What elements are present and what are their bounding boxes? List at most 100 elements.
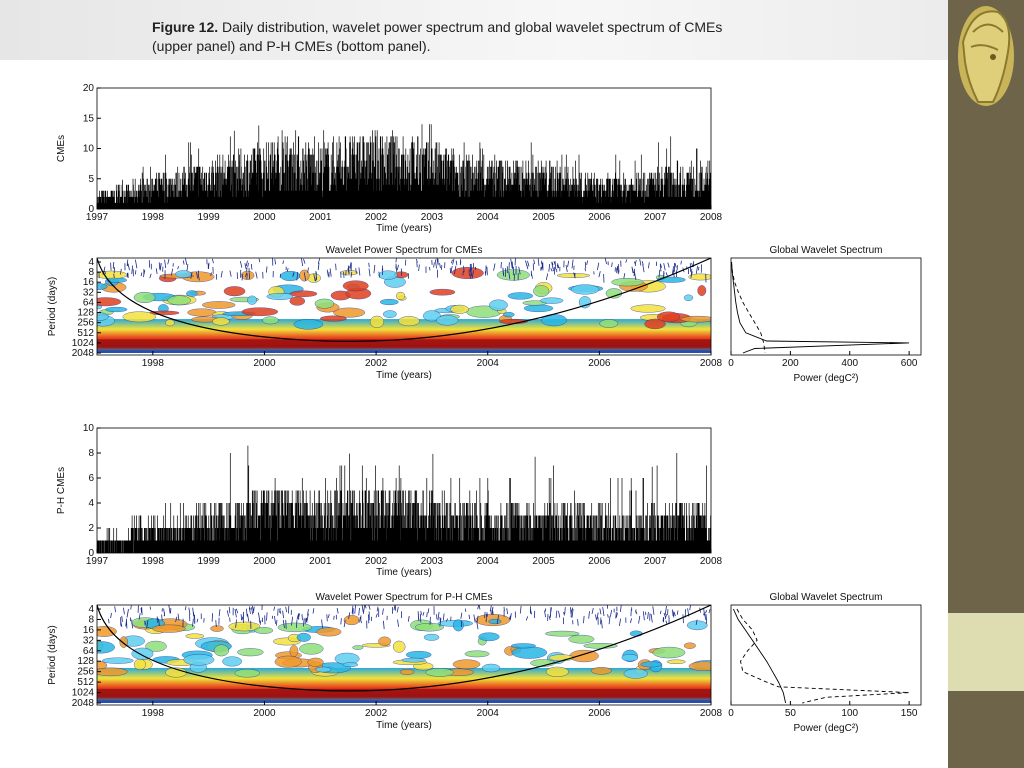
cme-wavelet-power-blob bbox=[314, 298, 335, 309]
ph-cme-wavelet-power-blob bbox=[274, 655, 302, 668]
cme-global-xtick-label: 0 bbox=[728, 358, 734, 369]
ph-cme-wavelet-power-blob bbox=[652, 646, 686, 659]
ph-cme-wavelet-power-blob bbox=[414, 623, 444, 632]
ph-cme-daily-ytick-label: 2 bbox=[88, 523, 94, 534]
cme-wavelet-power-blob bbox=[262, 316, 279, 325]
ph-cme-wavelet-power-blob bbox=[343, 615, 360, 626]
cme-wavelet-power-blob bbox=[656, 311, 681, 323]
cme-daily-xtick-label: 1998 bbox=[142, 212, 165, 223]
ph-cme-wavelet-power-blob bbox=[145, 640, 167, 652]
cme-global-title: Global Wavelet Spectrum bbox=[769, 245, 882, 256]
cme-wavelet-power-blob bbox=[540, 297, 564, 304]
ph-cme-wavelet-power-blob bbox=[510, 643, 536, 649]
cme-wavelet-ytick-label: 512 bbox=[77, 328, 94, 339]
cme-wavelet-ytick-label: 16 bbox=[83, 277, 95, 288]
cme-daily-ytick-label: 15 bbox=[83, 113, 95, 124]
cme-wavelet-power-blob bbox=[122, 311, 157, 323]
cme-wavelet-power-blob bbox=[289, 290, 318, 297]
ph-cme-wavelet-power-blob bbox=[316, 627, 342, 637]
cme-wavelet-power-blob bbox=[533, 285, 550, 297]
ph-cme-wavelet-power-blob bbox=[97, 641, 115, 654]
cme-daily-ytick-label: 10 bbox=[83, 144, 95, 155]
ph-cme-daily-xtick-label: 2000 bbox=[253, 556, 276, 567]
cme-global-plot-frame bbox=[730, 257, 922, 356]
ph-cme-wavelet-power-blob bbox=[307, 657, 324, 667]
ph-cme-wavelet-power-blob bbox=[686, 620, 708, 631]
ph-cme-wavelet-power-blob bbox=[237, 648, 264, 657]
cme-wavelet-xtick-label: 2002 bbox=[365, 358, 388, 369]
cme-wavelet-power-blob bbox=[105, 306, 128, 313]
cme-wavelet-power-blob bbox=[578, 296, 592, 309]
ph-cme-wavelet-power-blob bbox=[401, 657, 426, 663]
ph-cme-wavelet-power-blob bbox=[131, 647, 154, 660]
cme-wavelet-band-edge bbox=[97, 350, 711, 353]
cme-wavelet-power-blob bbox=[175, 270, 192, 278]
ph-cme-wavelet-power-blob bbox=[315, 666, 332, 673]
cme-wavelet-power-blob bbox=[436, 315, 459, 326]
ph-cme-wavelet-ytick-label: 2048 bbox=[72, 698, 95, 709]
ph-cme-wavelet-xtick-label: 2008 bbox=[700, 708, 723, 719]
cme-wavelet-power-blob bbox=[683, 294, 694, 302]
cme-wavelet-power-blob bbox=[630, 304, 666, 313]
cme-wavelet-noise-contours bbox=[98, 258, 707, 283]
cme-daily-xtick-label: 2007 bbox=[644, 212, 667, 223]
ph-cme-global-plot-frame bbox=[730, 604, 922, 706]
cme-daily-xtick-label: 1997 bbox=[86, 212, 109, 223]
ph-cme-wavelet-power-blob bbox=[97, 667, 128, 677]
cme-daily-xlabel: Time (years) bbox=[376, 223, 432, 234]
ph-cme-global-series-solid bbox=[732, 608, 787, 704]
cme-wavelet-power-blob bbox=[247, 295, 258, 305]
ph-cme-daily-xtick-label: 2005 bbox=[532, 556, 555, 567]
cme-daily-xtick-label: 2004 bbox=[477, 212, 500, 223]
cme-wavelet-band-core bbox=[97, 339, 711, 348]
ph-cme-wavelet-power-blob bbox=[452, 659, 481, 670]
cme-wavelet-power-blob bbox=[697, 285, 707, 296]
ph-cme-wavelet-noise-contours bbox=[97, 605, 711, 630]
ph-cme-wavelet-power-blob bbox=[569, 649, 599, 663]
cme-wavelet-ytick-label: 2048 bbox=[72, 348, 95, 359]
cme-daily-xtick-label: 2005 bbox=[532, 212, 555, 223]
cme-wavelet-power-blob bbox=[398, 316, 420, 327]
ph-cme-wavelet-power-blob bbox=[234, 668, 260, 678]
ph-cme-global-xtick-label: 100 bbox=[841, 708, 858, 719]
cme-global-xlabel: Power (degC²) bbox=[793, 373, 858, 384]
cme-daily-xtick-label: 2008 bbox=[700, 212, 723, 223]
cme-daily-xtick-label: 2000 bbox=[253, 212, 276, 223]
ph-cme-daily-xtick-label: 1999 bbox=[198, 556, 221, 567]
cme-wavelet-ylabel: Period (days) bbox=[47, 277, 58, 336]
ph-cme-wavelet-power-blob bbox=[688, 661, 711, 671]
ph-cme-wavelet-power-blob bbox=[378, 636, 392, 646]
ph-cme-wavelet-band-edge bbox=[97, 700, 711, 703]
cme-wavelet-power-blob bbox=[503, 312, 515, 318]
ph-cme-daily-xtick-label: 2007 bbox=[644, 556, 667, 567]
cme-wavelet-power-blob bbox=[599, 319, 619, 328]
ph-cme-daily-xtick-label: 2006 bbox=[588, 556, 611, 567]
ph-cme-daily-xtick-label: 1997 bbox=[86, 556, 109, 567]
cme-wavelet-power-blob bbox=[187, 308, 217, 317]
ph-cme-global-xtick-label: 150 bbox=[901, 708, 918, 719]
ph-cme-wavelet-power-blob bbox=[405, 650, 432, 659]
cme-wavelet-power-blob bbox=[688, 273, 711, 281]
ph-cme-wavelet-power-blob bbox=[399, 669, 415, 675]
cme-wavelet-power-blob bbox=[378, 270, 398, 280]
cme-wavelet-power-blob bbox=[395, 291, 406, 300]
ph-cme-daily-xtick-label: 1998 bbox=[142, 556, 165, 567]
ph-cme-wavelet-ytick-label: 1024 bbox=[72, 688, 95, 699]
ph-cme-wavelet-power-blob bbox=[545, 666, 569, 677]
slide-header-band bbox=[0, 0, 948, 60]
ph-cme-wavelet-xtick-label: 2002 bbox=[365, 708, 388, 719]
cme-wavelet-power-blob bbox=[489, 299, 508, 311]
ph-cme-global-title: Global Wavelet Spectrum bbox=[769, 592, 882, 603]
ph-cme-wavelet-heatmap bbox=[97, 605, 711, 705]
ph-cme-wavelet-power-blob bbox=[568, 634, 595, 644]
ph-cme-wavelet-ytick-label: 8 bbox=[88, 614, 94, 625]
cme-global-series-solid bbox=[731, 261, 910, 354]
cme-wavelet-ytick-label: 64 bbox=[83, 297, 95, 308]
cme-wavelet-power-blob bbox=[644, 318, 666, 330]
ph-cme-wavelet-power-blob bbox=[228, 621, 261, 632]
ph-cme-wavelet-power-blob bbox=[213, 644, 230, 657]
ph-cme-wavelet-power-blob bbox=[210, 625, 224, 632]
ph-cme-wavelet-ylabel: Period (days) bbox=[47, 625, 58, 684]
ph-cme-wavelet-xtick-label: 1998 bbox=[142, 708, 165, 719]
ph-cme-wavelet-xtick-label: 2006 bbox=[588, 708, 611, 719]
